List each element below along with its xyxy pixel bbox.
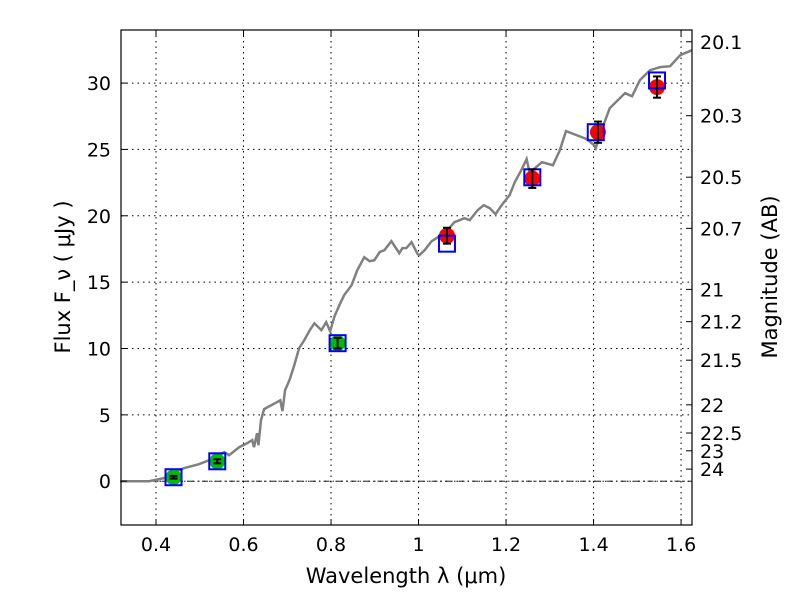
right-tick-label: 20.7 xyxy=(700,218,742,240)
error-bar xyxy=(442,226,451,245)
x-axis-label: Wavelength λ (μm) xyxy=(306,564,507,588)
y-axis-label: Flux F_ν ( μJy ) xyxy=(51,200,76,353)
right-tick-label: 20.5 xyxy=(700,167,742,189)
marker-layer xyxy=(164,71,666,487)
right-tick-label: 22.5 xyxy=(700,423,742,445)
model-square xyxy=(208,452,227,471)
model-square xyxy=(164,468,183,487)
y-tick-label: 10 xyxy=(87,338,111,360)
x-tick-label: 0.6 xyxy=(228,534,258,556)
right-axis-label: Magnitude (AB) xyxy=(758,195,782,358)
error-bar xyxy=(333,336,342,350)
ticks: 0.4 0.6 0.8 1 1.2 1.4 1.6 0 5 10 15 20 25 30 20.1 20.3 2… xyxy=(87,30,742,556)
right-tick-label: 24 xyxy=(700,459,724,481)
y-tick-label: 20 xyxy=(87,206,111,228)
right-tick-label: 21 xyxy=(700,279,724,301)
right-tick-label: 20.3 xyxy=(700,106,742,128)
right-tick-label: 22 xyxy=(700,395,724,417)
error-bar xyxy=(528,168,537,189)
error-bar xyxy=(652,75,661,99)
spectrum-line xyxy=(120,49,693,483)
x-tick-label: 0.4 xyxy=(141,534,171,556)
y-tick-label: 15 xyxy=(87,272,111,294)
y-tick-label: 0 xyxy=(99,471,111,493)
x-tick-label: 1.2 xyxy=(491,534,521,556)
y-tick-label: 5 xyxy=(99,405,111,427)
right-tick-label: 21.5 xyxy=(700,350,742,372)
x-tick-label: 1.6 xyxy=(666,534,696,556)
right-tick-label: 20.1 xyxy=(700,32,742,54)
x-tick-label: 1 xyxy=(412,534,424,556)
y-tick-label: 25 xyxy=(87,139,111,161)
model-square xyxy=(328,334,347,353)
x-tick-label: 0.8 xyxy=(316,534,346,556)
right-tick-label: 21.2 xyxy=(700,312,742,334)
plot-frame xyxy=(120,29,693,526)
model-square xyxy=(586,123,605,142)
x-tick-label: 1.4 xyxy=(578,534,608,556)
spectrum-layer xyxy=(120,49,693,483)
right-tick-label: 23 xyxy=(700,441,724,463)
grid xyxy=(121,30,692,525)
error-bar xyxy=(169,474,178,480)
error-bar xyxy=(593,120,602,144)
error-bar xyxy=(213,458,222,465)
y-tick-label: 30 xyxy=(87,73,111,95)
